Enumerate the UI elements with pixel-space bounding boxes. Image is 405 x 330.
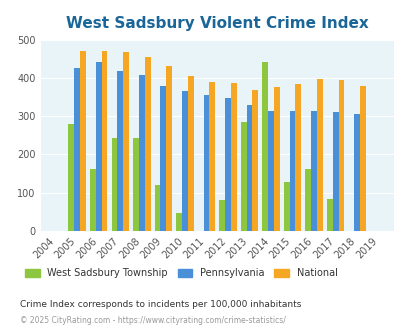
Bar [101,51,107,231]
Bar [203,95,209,231]
Bar [295,84,301,231]
Bar [181,91,188,231]
Bar [273,87,279,231]
Bar [262,62,267,231]
Legend: West Sadsbury Township, Pennsylvania, National: West Sadsbury Township, Pennsylvania, Na… [21,264,341,282]
Bar [80,51,86,231]
Bar [154,185,160,231]
Bar [111,138,117,231]
Bar [267,111,273,231]
Bar [188,76,193,231]
Bar [305,169,311,231]
Bar [332,112,338,231]
Bar [354,114,359,231]
Title: West Sadsbury Violent Crime Index: West Sadsbury Violent Crime Index [66,16,368,31]
Bar [283,182,289,231]
Bar [123,52,129,231]
Bar [209,82,215,231]
Bar [68,124,74,231]
Bar [252,90,258,231]
Bar [240,122,246,231]
Bar [338,80,343,231]
Bar [311,111,316,231]
Bar [90,169,96,231]
Bar [139,75,144,231]
Bar [74,68,80,231]
Bar [359,85,365,231]
Bar [316,79,322,231]
Bar [219,200,224,231]
Bar [96,62,101,231]
Text: © 2025 CityRating.com - https://www.cityrating.com/crime-statistics/: © 2025 CityRating.com - https://www.city… [20,316,286,325]
Bar [289,111,295,231]
Bar [176,213,181,231]
Bar [117,71,123,231]
Bar [246,106,252,231]
Bar [160,85,166,231]
Bar [230,83,236,231]
Bar [133,138,139,231]
Bar [224,98,230,231]
Bar [166,66,172,231]
Bar [144,57,150,231]
Bar [326,199,332,231]
Text: Crime Index corresponds to incidents per 100,000 inhabitants: Crime Index corresponds to incidents per… [20,300,301,309]
